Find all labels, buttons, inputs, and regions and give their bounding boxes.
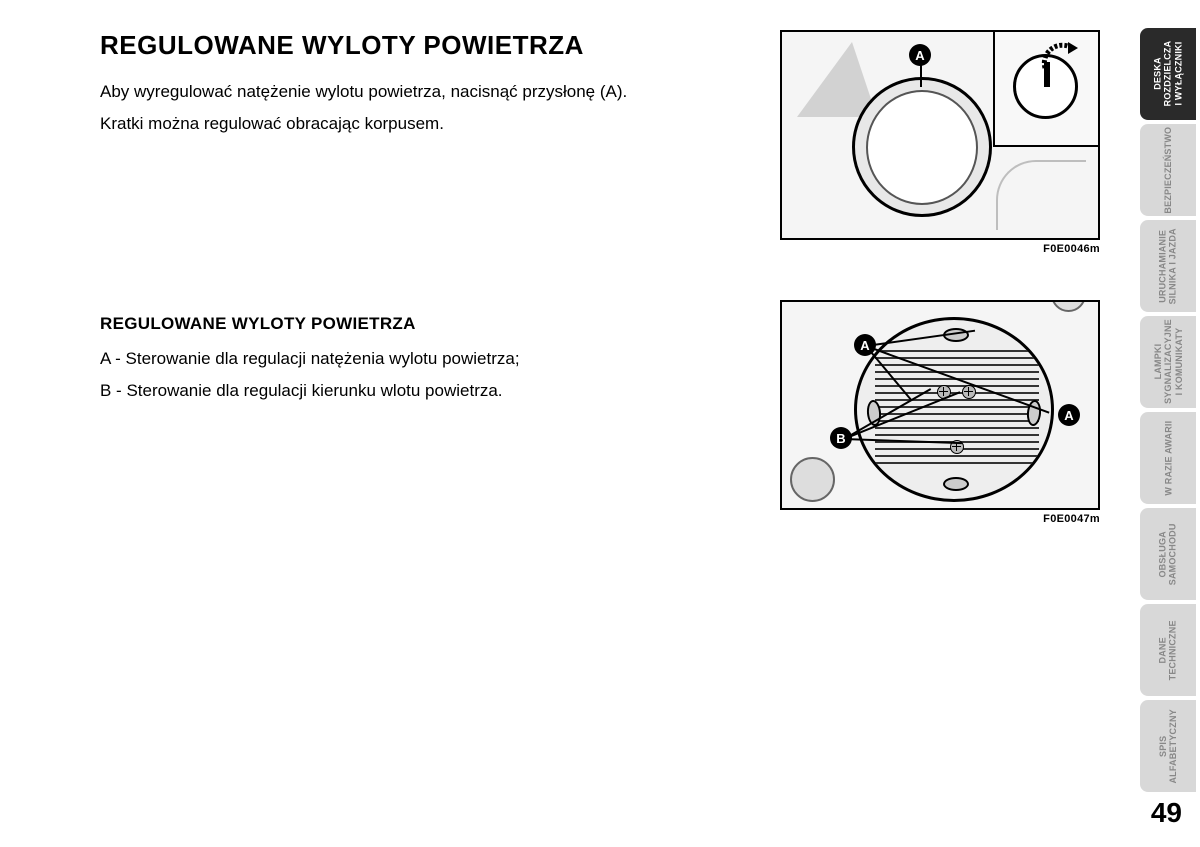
page-container: REGULOWANE WYLOTY POWIETRZA Aby wyregulo… [0, 0, 1200, 847]
sidebar-tab-2[interactable]: URUCHAMIANIESILNIKA I JAZDA [1140, 220, 1196, 312]
figure-1: A F0E0046m [780, 30, 1100, 255]
fig1-rotation-arrows-icon [1040, 40, 1080, 75]
fig1-dashboard-curve [996, 160, 1086, 230]
fig2-label-a-top: A [854, 334, 876, 356]
sidebar-tab-3[interactable]: LAMPKISYGNALIZACYJNEI KOMUNIKATY [1140, 316, 1196, 408]
sidebar-tab-label: URUCHAMIANIESILNIKA I JAZDA [1158, 228, 1179, 304]
figure-2-box: A A B [780, 300, 1100, 510]
sidebar-tab-label: BEZPIECZEŃSTWO [1163, 127, 1173, 214]
fig1-label-a: A [909, 44, 931, 66]
sidebar-tab-label: SPISALFABETYCZNY [1158, 709, 1179, 783]
fig2-adjuster-bottom [943, 477, 969, 491]
fig1-air-vent-inner [866, 90, 978, 205]
figure-2-caption: F0E0047m [780, 513, 1100, 525]
fig2-label-b: B [830, 427, 852, 449]
sidebar-tab-label: OBSŁUGASAMOCHODU [1158, 523, 1179, 585]
content-area: REGULOWANE WYLOTY POWIETRZA Aby wyregulo… [0, 0, 1140, 847]
figure-1-box: A [780, 30, 1100, 240]
fig2-screw-2 [962, 385, 976, 399]
fig2-label-a-right: A [1058, 404, 1080, 426]
fig2-grille [875, 350, 1039, 475]
sidebar-tab-label: LAMPKISYGNALIZACYJNEI KOMUNIKATY [1152, 320, 1183, 405]
figure-2: A A B F0E0047m [780, 300, 1100, 525]
sidebar-tab-label: W RAZIE AWARII [1163, 421, 1173, 496]
fig2-corner-knob-left [790, 457, 835, 502]
fig1-inset-panel [993, 32, 1098, 147]
sidebar-tab-label: DESKAROZDZIELCZAI WYŁĄCZNIKI [1152, 41, 1183, 107]
fig2-corner-knob-right [1051, 300, 1086, 312]
sidebar-tabs: DESKAROZDZIELCZAI WYŁĄCZNIKI BEZPIECZEŃST… [1140, 0, 1200, 847]
sidebar-tab-0[interactable]: DESKAROZDZIELCZAI WYŁĄCZNIKI [1140, 28, 1196, 120]
fig2-center-vent [854, 317, 1054, 502]
sidebar-tab-1[interactable]: BEZPIECZEŃSTWO [1140, 124, 1196, 216]
page-number: 49 [1151, 797, 1182, 829]
sidebar-tab-6[interactable]: DANETECHNICZNE [1140, 604, 1196, 696]
sidebar-tab-5[interactable]: OBSŁUGASAMOCHODU [1140, 508, 1196, 600]
sidebar-tab-4[interactable]: W RAZIE AWARII [1140, 412, 1196, 504]
figure-1-caption: F0E0046m [780, 243, 1100, 255]
sidebar-tab-label: DANETECHNICZNE [1158, 620, 1179, 680]
sidebar-tab-7[interactable]: SPISALFABETYCZNY [1140, 700, 1196, 792]
